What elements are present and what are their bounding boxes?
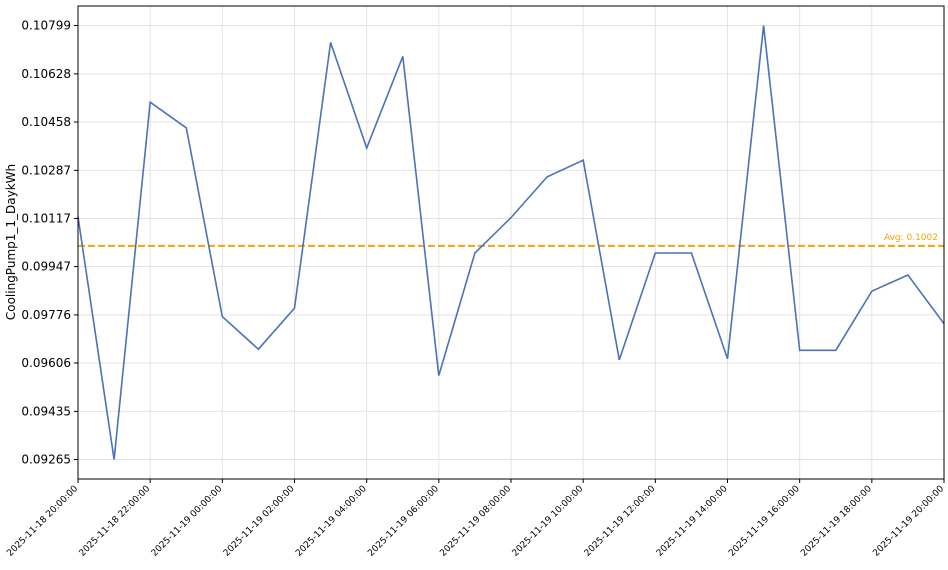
x-tick-label: 2025-11-19 14:00:00 (655, 484, 730, 559)
x-tick-label: 2025-11-19 20:00:00 (871, 484, 946, 559)
series-line (77, 25, 945, 460)
x-tick-label: 2025-11-18 22:00:00 (78, 484, 153, 559)
y-tick-label: 0.09947 (21, 260, 71, 274)
y-tick-label: 0.10628 (21, 67, 71, 81)
y-tick-label: 0.10287 (21, 163, 71, 177)
x-tick-label: 2025-11-19 08:00:00 (438, 484, 513, 559)
y-tick-label: 0.09606 (21, 356, 71, 370)
y-axis-ticks: 0.09265 0.09435 0.09606 0.09776 0.09947 0.101… (21, 19, 78, 466)
y-tick-label: 0.09265 (21, 452, 71, 466)
x-tick-label: 2025-11-19 04:00:00 (294, 484, 369, 559)
y-tick-label: 0.10117 (21, 211, 71, 225)
y-tick-label: 0.10458 (21, 115, 71, 129)
x-tick-label: 2025-11-19 10:00:00 (511, 484, 586, 559)
x-tick-label: 2025-11-18 20:00:00 (5, 484, 80, 559)
y-axis-title: CoolingPump1_1_DaykWh (4, 164, 18, 320)
average-line-group: Avg: 0.1002 (78, 233, 944, 247)
y-tick-label: 0.10799 (21, 19, 71, 33)
x-tick-label: 2025-11-19 02:00:00 (222, 484, 297, 559)
x-tick-label: 2025-11-19 00:00:00 (150, 484, 225, 559)
y-tick-label: 0.09776 (21, 308, 71, 322)
x-tick-label: 2025-11-19 12:00:00 (583, 484, 658, 559)
series-lines (77, 25, 945, 460)
average-label: Avg: 0.1002 (884, 233, 938, 243)
x-tick-label: 2025-11-19 16:00:00 (727, 484, 802, 559)
x-tick-label: 2025-11-19 18:00:00 (799, 484, 874, 559)
x-tick-label: 2025-11-19 06:00:00 (366, 484, 441, 559)
y-tick-label: 0.09435 (21, 404, 71, 418)
